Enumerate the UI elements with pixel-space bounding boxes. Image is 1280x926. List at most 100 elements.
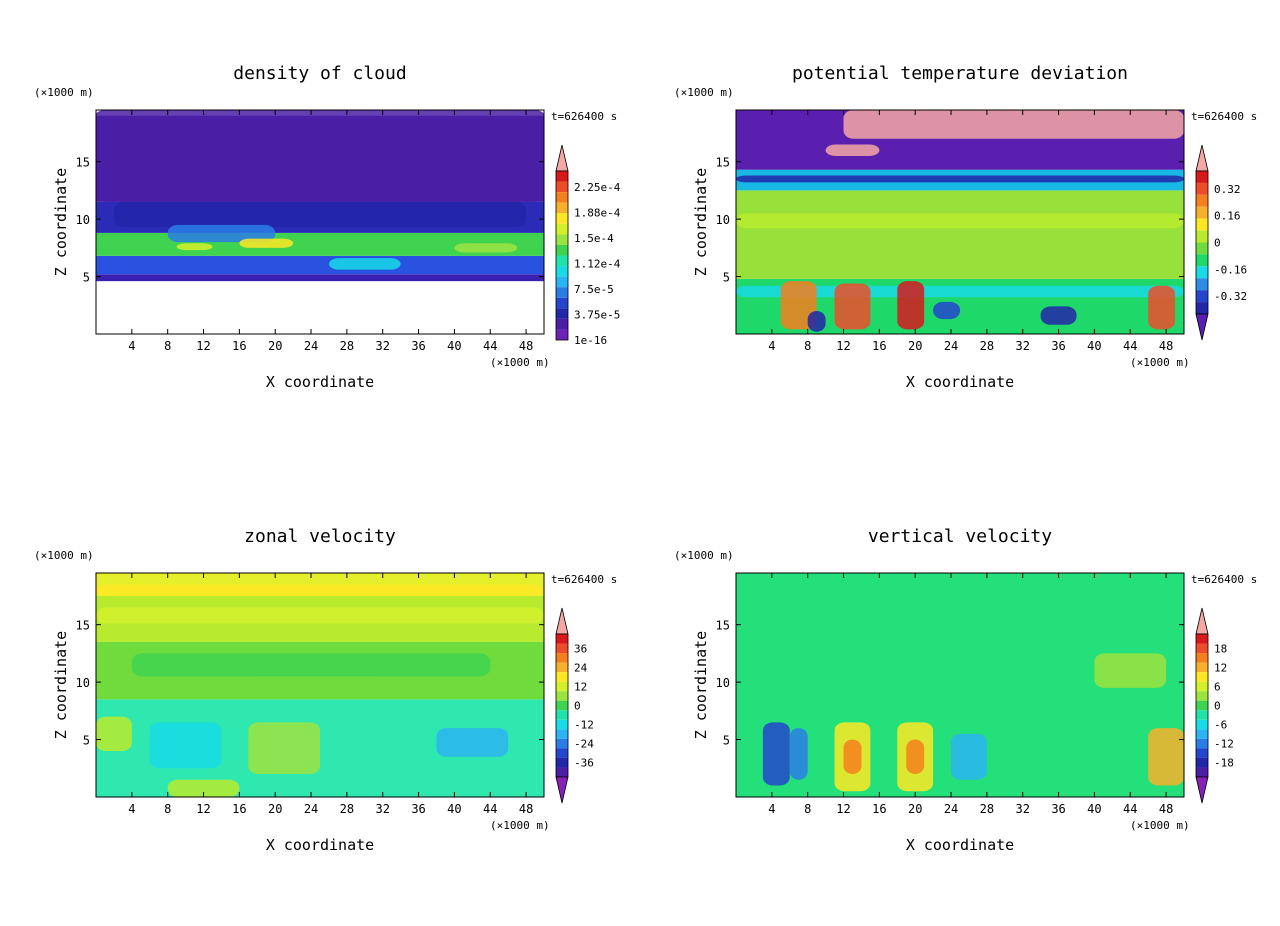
y-tick-label: 10 [716, 213, 730, 227]
field-feature [736, 175, 1184, 183]
colorbar-swatch [1196, 681, 1208, 692]
x-tick-label: 16 [232, 802, 246, 816]
colorbar-swatch [556, 729, 568, 739]
colorbar-swatch [1196, 719, 1208, 730]
x-tick-label: 36 [411, 802, 425, 816]
x-tick-label: 36 [1051, 802, 1065, 816]
colorbar-label: 3.75e-5 [574, 308, 620, 321]
field-feature [843, 110, 1184, 139]
panel-zonal-velocity: zonal velocity (×1000 m) t=626400 s 4 8 12 16 2… [0, 463, 640, 926]
x-tick-label: 4 [768, 802, 775, 816]
field-feature [149, 143, 222, 155]
chart-potential-temperature-deviation: potential temperature deviation (×1000 m)… [674, 63, 1257, 391]
field-feature [96, 607, 544, 624]
colorbar-swatch [556, 767, 568, 777]
colorbar-swatch [1196, 254, 1208, 267]
colorbar-top-triangle [1195, 144, 1209, 172]
field-feature [436, 728, 509, 757]
x-tick-label: 4 [128, 339, 135, 353]
colorbar-swatch [1196, 748, 1208, 758]
colorbar-label: -6 [1214, 719, 1227, 732]
field-band [96, 274, 544, 282]
colorbar-swatch [1196, 194, 1208, 207]
colorbar-label: 2.25e-4 [574, 181, 621, 194]
colorbar-label: 0.32 [1214, 183, 1241, 196]
colorbar-label: 0.16 [1214, 210, 1241, 223]
field-feature [113, 201, 527, 228]
field-feature [1040, 306, 1077, 325]
colorbar-swatch [556, 719, 568, 730]
panel-density-of-cloud: density of cloud (×1000 m) t=626400 s 4 8 12 1… [0, 0, 640, 463]
chart-density-of-cloud: density of cloud(×1000 m)t=626400 s4 8 12 1… [34, 63, 621, 391]
x-tick-label: 8 [164, 339, 171, 353]
chart-title: potential temperature deviation [792, 63, 1128, 84]
colorbar-swatch [1196, 691, 1208, 701]
plot-area [96, 110, 544, 282]
field-feature [789, 728, 808, 780]
x-unit-label: (×1000 m) [490, 819, 550, 832]
field-feature [96, 716, 132, 752]
x-tick-label: 20 [908, 802, 922, 816]
colorbar-label: -12 [574, 719, 594, 732]
y-tick-label: 5 [83, 734, 90, 748]
colorbar-swatch [1196, 266, 1208, 279]
plot-frame [95, 572, 545, 798]
plot-area [96, 573, 544, 797]
x-tick-label: 32 [1015, 339, 1029, 353]
colorbar-swatch [556, 662, 568, 673]
field-feature [1148, 728, 1184, 786]
x-tick-label: 40 [447, 339, 461, 353]
colorbar-label: 7.5e-5 [574, 283, 614, 296]
panel-potential-temperature-deviation: potential temperature deviation (×1000 m)… [640, 0, 1280, 463]
x-tick-label: 24 [944, 802, 958, 816]
colorbar-swatch [1196, 302, 1208, 314]
colorbar-swatch [1196, 171, 1208, 183]
y-tick-label: 5 [723, 271, 730, 285]
colorbar-swatch [556, 202, 568, 214]
field-feature [167, 779, 240, 797]
colorbar-top-triangle [555, 607, 569, 635]
field-feature [96, 584, 544, 596]
colorbar-bottom-triangle [1195, 313, 1209, 341]
x-tick-label: 8 [804, 339, 811, 353]
colorbar-swatch [556, 700, 568, 711]
field-feature [762, 722, 790, 786]
colorbar-swatch [1196, 653, 1208, 663]
colorbar-label: -0.16 [1214, 263, 1247, 276]
x-tick-label: 28 [980, 339, 994, 353]
x-tick-label: 32 [375, 802, 389, 816]
colorbar-label: 24 [574, 661, 588, 674]
field-feature [176, 243, 213, 251]
plot-frame [735, 572, 1185, 798]
time-label: t=626400 s [551, 573, 617, 586]
x-tick-label: 28 [340, 802, 354, 816]
x-tick-label: 24 [304, 339, 318, 353]
field-feature [933, 301, 960, 320]
chart-title: vertical velocity [868, 526, 1052, 547]
field-feature [906, 739, 925, 775]
field-feature [825, 144, 880, 156]
colorbar-swatch [1196, 206, 1208, 219]
colorbar-swatch [1196, 729, 1208, 739]
colorbar-label: -12 [1214, 738, 1234, 751]
y-axis-label: Z coordinate [52, 631, 70, 739]
colorbar-swatch [1196, 738, 1208, 749]
colorbar-bottom-triangle [555, 776, 569, 804]
y-tick-label: 10 [716, 676, 730, 690]
colorbar-label: 1.5e-4 [574, 232, 614, 245]
x-tick-label: 16 [232, 339, 246, 353]
field-feature [328, 258, 401, 270]
y-tick-label: 15 [76, 619, 90, 633]
field-band [96, 255, 544, 275]
colorbar-swatch [1196, 634, 1208, 644]
colorbar-swatch [556, 710, 568, 720]
x-axis-label: X coordinate [906, 836, 1014, 854]
colorbar-swatch [556, 192, 568, 203]
x-tick-label: 24 [304, 802, 318, 816]
x-axis-label: X coordinate [266, 373, 374, 391]
y-tick-label: 5 [723, 734, 730, 748]
colorbar-swatch [1196, 710, 1208, 720]
colorbar-swatch [556, 255, 568, 267]
x-tick-label: 28 [980, 802, 994, 816]
colorbar-bottom-triangle [1195, 776, 1209, 804]
